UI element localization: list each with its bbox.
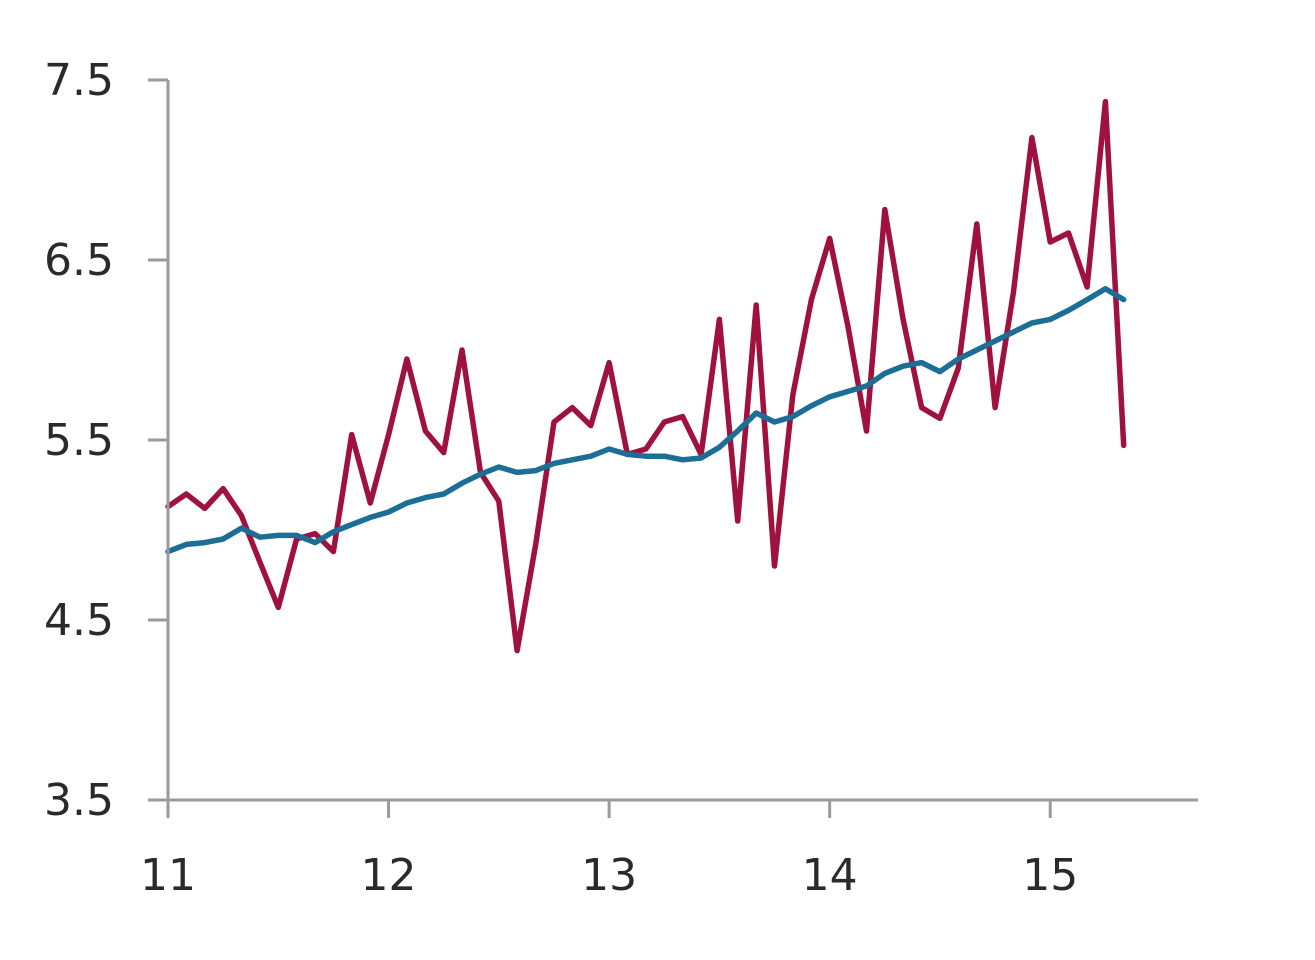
series-line-2 [165,286,1127,555]
y-tick-label: 3.5 [44,775,114,826]
x-tick-label: 15 [1022,850,1078,901]
series-line-1 [165,98,1127,654]
y-tick-label: 4.5 [44,595,114,646]
series-lines [165,98,1127,654]
y-tick-label: 7.5 [44,55,114,106]
y-tick-label: 5.5 [44,415,114,466]
x-tick-label: 13 [581,850,637,901]
x-tick-label: 12 [361,850,417,901]
y-axis-ticks: 3.5 4.5 5.5 6.5 7.5 [44,55,168,826]
x-tick-label: 11 [140,850,196,901]
y-tick-label: 6.5 [44,235,114,286]
x-tick-label: 14 [802,850,858,901]
x-axis-ticks: 11 12 13 14 15 [140,800,1078,901]
